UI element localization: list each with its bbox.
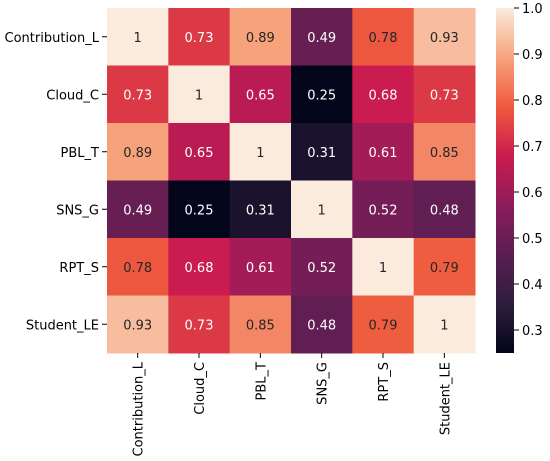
cell-value-label: 0.31 — [246, 203, 275, 218]
cell-value-label: 0.89 — [123, 146, 152, 161]
heatmap-cell — [413, 238, 476, 296]
cell-value-label: 0.93 — [123, 318, 152, 333]
heatmap-cell — [107, 295, 169, 354]
heatmap-cell — [229, 238, 292, 296]
cell-value-label: 0.89 — [246, 31, 275, 46]
cell-value-label: 0.52 — [369, 203, 398, 218]
heatmap-cell — [107, 123, 169, 181]
colorbar-tick-label: 0.6 — [522, 186, 543, 201]
heatmap-cell — [229, 180, 292, 239]
cell-value-label: 0.49 — [307, 31, 336, 46]
cell-value-label: 0.61 — [246, 261, 275, 276]
y-tick-label: PBL_T — [61, 146, 100, 161]
colorbar-tick-label: 1.0 — [522, 2, 543, 17]
cell-value-label: 0.73 — [123, 88, 152, 103]
heatmap-cell — [229, 295, 292, 354]
cell-value-label: 0.49 — [123, 203, 152, 218]
cell-value-label: 1 — [440, 318, 448, 333]
x-tick-label: PBL_T — [254, 362, 269, 401]
y-axis-tick-labels: Contribution_L Cloud_C PBL_T SNS_G RPT_S Stud… — [5, 31, 107, 333]
colorbar-tick-label: 0.7 — [522, 140, 543, 155]
cell-value-label: 0.52 — [307, 261, 336, 276]
cell-value-label: 0.25 — [185, 203, 214, 218]
heatmap-cell — [291, 8, 353, 66]
cell-value-label: 0.73 — [185, 318, 214, 333]
heatmap-cell — [291, 65, 353, 124]
heatmap-cell-labels: 1 0.73 0.89 0.49 0.78 0.93 0.73 1 0.65 0.25 0.68 0.… — [123, 31, 459, 334]
x-tick-label: SNS_G — [316, 362, 331, 405]
cell-value-label: 0.65 — [185, 146, 214, 161]
y-tick-label: SNS_G — [56, 203, 99, 218]
y-tick-label: RPT_S — [59, 261, 99, 276]
cell-value-label: 0.31 — [307, 146, 336, 161]
cell-value-label: 0.93 — [430, 31, 459, 46]
x-tick-label: Contribution_L — [132, 361, 147, 456]
heatmap-cell — [352, 123, 415, 181]
heatmap-cell — [352, 65, 415, 124]
heatmap-cell — [229, 65, 292, 124]
cell-value-label: 0.68 — [369, 88, 398, 103]
heatmap-cell — [107, 238, 169, 296]
x-tick-label: RPT_S — [377, 362, 392, 402]
colorbar-tick-label: 0.3 — [522, 324, 543, 339]
cell-value-label: 1 — [379, 261, 387, 276]
cell-value-label: 1 — [318, 203, 326, 218]
heatmap-cell — [413, 123, 476, 181]
cell-value-label: 0.79 — [430, 261, 459, 276]
heatmap-cell — [168, 123, 231, 181]
heatmap-cell — [352, 8, 415, 66]
cell-value-label: 0.25 — [307, 88, 336, 103]
colorbar-tick-label: 0.9 — [522, 48, 543, 63]
cell-value-label: 0.68 — [185, 261, 214, 276]
heatmap-cells — [107, 8, 476, 354]
heatmap-cell — [168, 295, 231, 354]
cell-value-label: 0.65 — [246, 88, 275, 103]
y-tick-label: Student_LE — [26, 318, 99, 333]
colorbar-gradient — [496, 8, 514, 353]
colorbar-tick-label: 0.8 — [522, 94, 543, 109]
heatmap-cell — [352, 238, 415, 296]
heatmap-cell — [413, 65, 476, 124]
cell-value-label: 0.85 — [246, 318, 275, 333]
cell-value-label: 0.73 — [185, 31, 214, 46]
colorbar-tick-label: 0.5 — [522, 232, 543, 247]
x-tick-label: Cloud_C — [193, 362, 208, 415]
x-axis-tick-labels: Contribution_L Cloud_C PBL_T SNS_G RPT_S Stud… — [132, 353, 453, 456]
x-tick-label: Student_LE — [438, 362, 453, 435]
colorbar: 0.3 0.4 0.5 0.6 0.7 0.8 0.9 1.0 — [496, 2, 543, 353]
heatmap-cell — [107, 65, 169, 124]
heatmap-cell — [229, 8, 292, 66]
cell-value-label: 1 — [134, 31, 142, 46]
cell-value-label: 0.85 — [430, 146, 459, 161]
heatmap-cell — [229, 123, 292, 181]
heatmap-cell — [413, 295, 476, 354]
heatmap-cell — [107, 180, 169, 239]
cell-value-label: 0.48 — [307, 318, 336, 333]
heatmap-cell — [291, 238, 353, 296]
heatmap-cell — [291, 123, 353, 181]
cell-value-label: 0.78 — [369, 31, 398, 46]
cell-value-label: 0.79 — [369, 318, 398, 333]
heatmap-cell — [352, 295, 415, 354]
heatmap-cell — [291, 295, 353, 354]
heatmap-cell — [352, 180, 415, 239]
heatmap-cell — [413, 180, 476, 239]
heatmap-cell — [168, 238, 231, 296]
cell-value-label: 1 — [256, 146, 264, 161]
y-tick-label: Cloud_C — [46, 88, 99, 103]
heatmap-cell — [168, 8, 231, 66]
y-tick-label: Contribution_L — [5, 31, 100, 46]
heatmap-cell — [413, 8, 476, 66]
cell-value-label: 0.48 — [430, 203, 459, 218]
heatmap-cell — [168, 65, 231, 124]
cell-value-label: 0.73 — [430, 88, 459, 103]
cell-value-label: 0.61 — [369, 146, 398, 161]
colorbar-tick-label: 0.4 — [522, 278, 543, 293]
heatmap-cell — [107, 8, 169, 66]
heatmap-cell — [291, 180, 353, 239]
cell-value-label: 1 — [195, 88, 203, 103]
heatmap-cell — [168, 180, 231, 239]
cell-value-label: 0.78 — [123, 261, 152, 276]
